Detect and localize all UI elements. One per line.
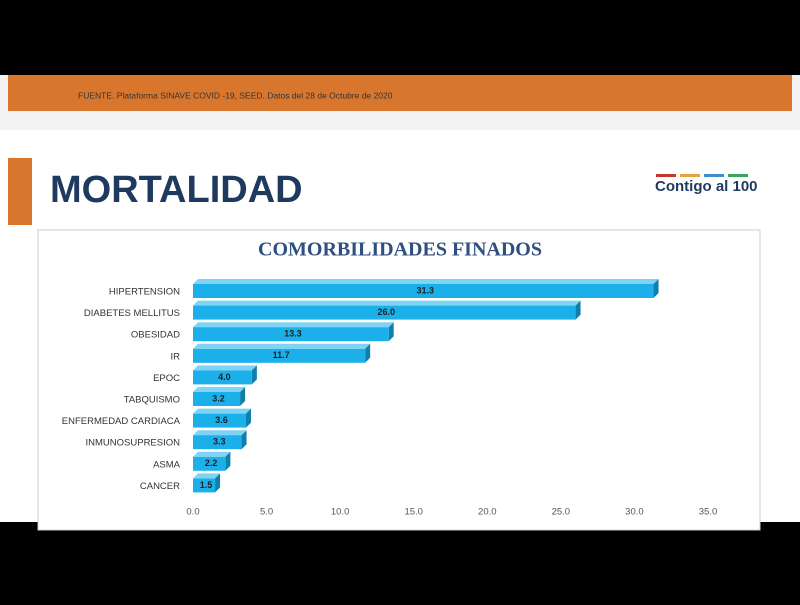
bar	[193, 435, 242, 450]
logo-text: Contigo al 100	[655, 178, 758, 195]
bar-side	[225, 451, 231, 471]
bar-top	[193, 430, 247, 436]
source-text: FUENTE. Plataforma SINAVE COVID -19, SEE…	[78, 90, 393, 100]
value-label: 4.0	[218, 372, 231, 382]
x-tick-label: 5.0	[260, 507, 273, 518]
plot: 0.0 5.0 10.0 15.0 20.0 25.0 30.0 35.0 HIPERTENSI…	[62, 279, 718, 518]
bar-top	[193, 322, 394, 328]
x-tick-label: 0.0	[186, 507, 199, 518]
y-tick-label: INMUNOSUPRESION	[86, 438, 181, 449]
y-tick-label: ASMA	[153, 459, 181, 470]
bar-side	[240, 387, 246, 406]
bar-top	[193, 451, 231, 457]
value-label: 31.3	[417, 285, 435, 295]
x-tick-label: 30.0	[625, 507, 644, 518]
bar-top	[193, 365, 257, 371]
bar-top	[193, 300, 581, 306]
value-label: 2.2	[205, 458, 218, 468]
bar	[193, 305, 576, 320]
bar	[193, 284, 654, 298]
x-tick-label: 20.0	[478, 507, 497, 518]
bar	[193, 413, 246, 428]
bar	[193, 348, 366, 363]
logo-stripe	[680, 174, 700, 177]
bar-top	[193, 473, 221, 479]
chart-title: COMORBILIDADES FINADOS	[258, 239, 542, 261]
bar-top	[193, 387, 246, 392]
heading: MORTALIDAD	[50, 169, 303, 211]
y-tick-label: TABQUISMO	[124, 395, 180, 406]
accent-bar	[8, 158, 32, 225]
value-label: 1.5	[200, 480, 213, 490]
y-tick-label: HIPERTENSION	[109, 287, 180, 298]
logo-stripe	[728, 174, 748, 177]
x-tick-label: 15.0	[404, 507, 423, 518]
bar-side	[365, 343, 371, 363]
value-label: 3.3	[213, 437, 226, 447]
logo-stripe	[704, 174, 724, 177]
x-tick-label: 10.0	[331, 507, 350, 518]
value-label: 11.7	[273, 350, 290, 360]
bar-top	[193, 408, 251, 414]
logo: Contigo al 100	[655, 174, 758, 195]
x-tick-label: 35.0	[699, 507, 718, 518]
y-tick-label: OBESIDAD	[131, 330, 180, 341]
bar-side	[241, 430, 247, 450]
bar-side	[251, 365, 257, 385]
bar-top	[193, 343, 371, 349]
bar	[193, 478, 216, 493]
bar	[193, 370, 252, 385]
logo-stripe	[656, 174, 676, 177]
bar	[193, 456, 226, 471]
y-tick-label: CANCER	[140, 481, 180, 492]
bar-side	[653, 279, 659, 298]
x-tick-label: 25.0	[552, 507, 571, 518]
bar-side	[215, 473, 221, 493]
bar-side	[388, 322, 394, 342]
bar-top	[193, 279, 659, 284]
y-tick-label: DIABETES MELLITUS	[84, 308, 180, 319]
value-label: 26.0	[378, 307, 396, 317]
bar	[193, 327, 389, 342]
y-tick-label: ENFERMEDAD CARDIACA	[62, 416, 181, 427]
y-tick-label: EPOC	[153, 373, 180, 384]
value-label: 3.6	[215, 415, 228, 425]
value-label: 3.2	[212, 393, 225, 403]
source-banner	[8, 75, 792, 111]
bar-side	[575, 300, 581, 320]
bar-side	[245, 408, 251, 428]
y-tick-label: IR	[171, 351, 181, 362]
value-label: 13.3	[284, 329, 302, 339]
bar	[193, 392, 241, 406]
